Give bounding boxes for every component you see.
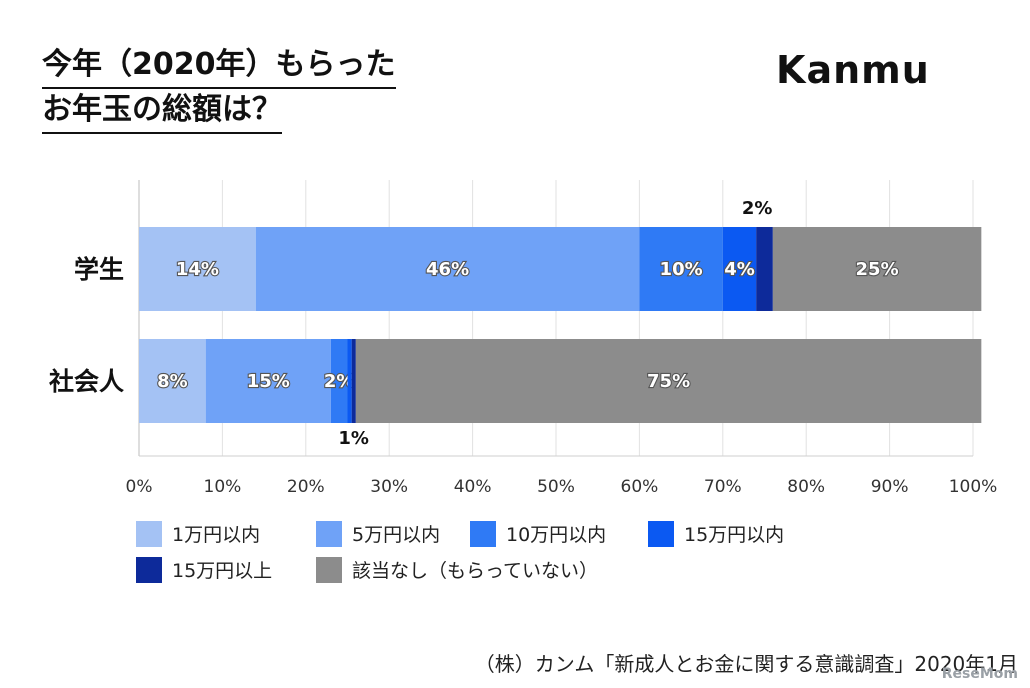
x-tick-label: 30% [370, 477, 408, 497]
data-label: 10% [660, 259, 703, 280]
legend-label: 5万円以内 [352, 524, 441, 546]
bar-segment [722, 227, 757, 311]
legend-label: 15万円以上 [172, 560, 273, 582]
data-label: 4% [724, 259, 755, 280]
x-tick-label: 90% [871, 477, 909, 497]
category-label: 社会人 [49, 367, 124, 396]
bar-segment [330, 339, 348, 423]
source-note: （株）カンム「新成人とお金に関する意識調査」2020年1月 [474, 652, 1018, 676]
x-tick-label: 70% [704, 477, 742, 497]
bar-segment [756, 227, 773, 311]
legend-item: 15万円以内 [648, 520, 784, 547]
x-tick-label: 50% [537, 477, 575, 497]
x-tick-label: 60% [621, 477, 659, 497]
legend-label: 15万円以内 [684, 524, 785, 546]
data-label: 1% [338, 428, 369, 449]
legend-label: 10万円以内 [506, 524, 607, 546]
bar-segment [347, 339, 352, 423]
bar-segment [772, 227, 982, 311]
data-label: 75% [647, 371, 690, 392]
legend-label: 1万円以内 [172, 524, 261, 546]
data-label: 46% [426, 259, 469, 280]
bar-segment [139, 339, 206, 423]
data-label: 8% [157, 371, 188, 392]
data-label: 2% [742, 198, 773, 219]
category-label: 学生 [74, 255, 124, 284]
legend-item: 15万円以上 [136, 556, 272, 583]
x-tick-label: 20% [287, 477, 325, 497]
bar-segment [351, 339, 356, 423]
bar-segment [639, 227, 723, 311]
watermark: ReseMom [941, 666, 1018, 682]
legend-item: 該当なし（もらっていない） [316, 556, 598, 583]
data-label: 2% [324, 371, 355, 392]
x-tick-label: 40% [454, 477, 492, 497]
legend-swatch [136, 556, 162, 583]
legend-label: 該当なし（もらっていない） [352, 560, 599, 582]
x-tick-label: 80% [787, 477, 825, 497]
bar-segment [139, 227, 256, 311]
bar-segment [255, 227, 640, 311]
title-line-2: お年玉の総額は？ [42, 89, 282, 134]
bar-segment [355, 339, 982, 423]
legend-swatch [136, 520, 162, 547]
legend-swatch [648, 520, 674, 547]
legend-swatch [470, 520, 496, 547]
brand-logo: Kanmu [776, 48, 930, 92]
legend-item: 1万円以内 [136, 520, 260, 547]
legend-item: 5万円以内 [316, 520, 440, 547]
data-label: 14% [176, 259, 219, 280]
legend-item: 10万円以内 [470, 520, 606, 547]
x-tick-label: 100% [949, 477, 998, 497]
data-label: 25% [856, 259, 899, 280]
legend-swatch [316, 520, 342, 547]
x-tick-label: 0% [126, 477, 153, 497]
bar-segment [205, 339, 331, 423]
chart-title: 今年（2020年）もらった お年玉の総額は？ [42, 44, 396, 134]
legend-swatch [316, 556, 342, 583]
data-label: 15% [247, 371, 290, 392]
title-line-1: 今年（2020年）もらった [42, 44, 396, 89]
x-tick-label: 10% [204, 477, 242, 497]
